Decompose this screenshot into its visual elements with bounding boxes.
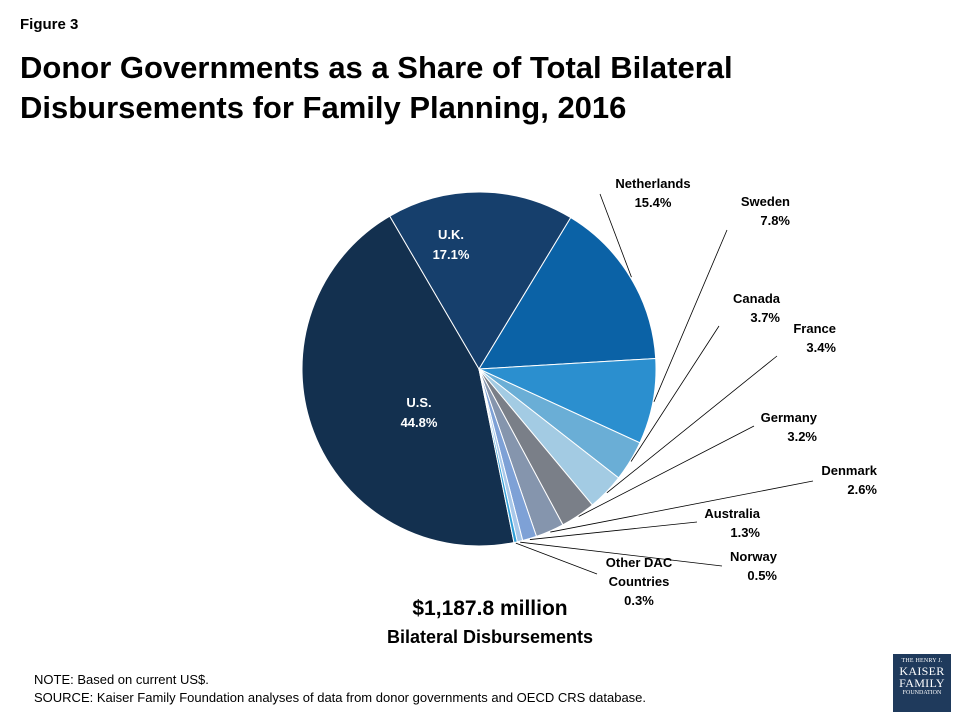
label-value-sweden: 7.8% [760,213,790,228]
total-summary: $1,187.8 million Bilateral Disbursements [340,595,640,651]
slice-u-s [301,215,515,547]
logo-line-4: FOUNDATION [902,690,942,696]
slice-other-dac-countries [478,368,518,544]
label-value-norway: 0.5% [747,568,777,583]
slice-netherlands [478,216,657,370]
label-name-other-dac-countries-1: Countries [609,574,670,589]
label-value-u-s: 44.8% [401,415,438,430]
leader-line-netherlands [599,193,632,278]
label-value-netherlands: 15.4% [635,195,672,210]
leader-line-canada [630,325,720,462]
chart-title: Donor Governments as a Share of Total Bi… [20,48,920,128]
label-name-netherlands: Netherlands [615,176,690,191]
label-name-norway: Norway [730,549,778,564]
label-value-france: 3.4% [806,340,836,355]
source-text: SOURCE: Kaiser Family Foundation analyse… [34,690,647,705]
kff-logo: THE HENRY J. KAISER FAMILY FOUNDATION [893,654,951,712]
label-name-france: France [793,321,836,336]
leader-line-norway [520,541,723,567]
logo-line-1: THE HENRY J. [901,658,943,664]
total-amount: $1,187.8 million [412,597,568,620]
leader-line-france [606,355,778,494]
label-name-germany: Germany [761,410,818,425]
label-value-australia: 1.3% [730,525,760,540]
label-name-australia: Australia [704,506,760,521]
leader-line-other-dac-countries [515,542,598,575]
figure-label: Figure 3 [20,16,79,33]
total-label: Bilateral Disbursements [386,627,594,647]
label-name-sweden: Sweden [741,194,790,209]
label-name-other-dac-countries-0: Other DAC [606,555,673,570]
footer-notes: NOTE: Based on current US$. SOURCE: Kais… [34,671,646,707]
note-text: NOTE: Based on current US$. [34,672,209,687]
leader-line-denmark [550,480,814,533]
title-line-2: Disbursements for Family Planning, 2016 [20,90,627,125]
label-name-denmark: Denmark [821,463,877,478]
label-name-canada: Canada [733,291,781,306]
label-value-denmark: 2.6% [847,482,877,497]
title-line-1: Donor Governments as a Share of Total Bi… [20,50,733,85]
label-value-germany: 3.2% [787,429,817,444]
logo-line-2: KAISER [899,664,945,678]
label-name-u-s: U.S. [406,395,431,410]
label-name-u-k: U.K. [438,227,464,242]
leader-line-australia [529,521,698,540]
label-value-canada: 3.7% [750,310,780,325]
slice-u-k [389,191,572,370]
leader-line-sweden [653,229,728,402]
label-value-u-k: 17.1% [433,247,470,262]
leader-line-germany [578,425,755,517]
logo-line-3: FAMILY [899,676,945,690]
label-value-other-dac-countries: 0.3% [624,593,654,608]
